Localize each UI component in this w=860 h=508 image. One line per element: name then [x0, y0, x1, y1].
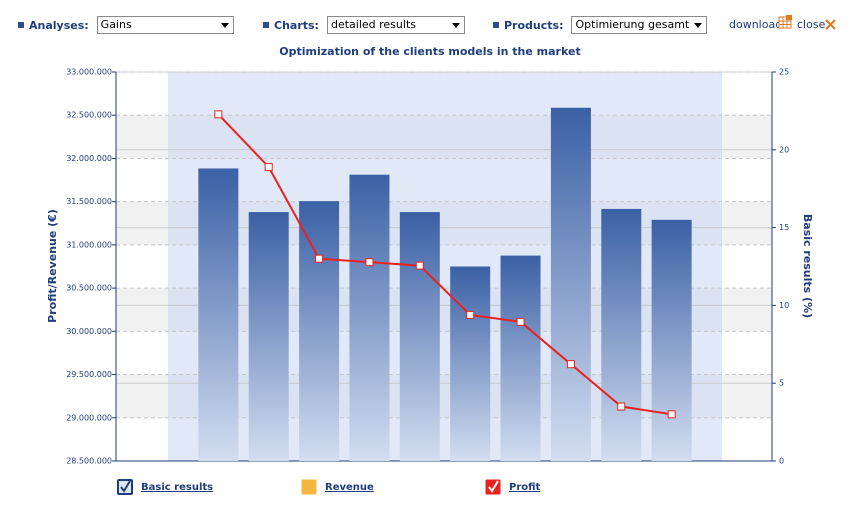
download-link[interactable]: download — [729, 18, 783, 31]
line-marker — [264, 163, 273, 172]
close-icon[interactable] — [825, 19, 836, 30]
filter-bullet — [493, 22, 499, 28]
line-marker — [365, 258, 374, 267]
filter-bullet — [18, 22, 24, 28]
line-marker — [415, 261, 424, 270]
bar — [500, 255, 541, 461]
filter-select[interactable]: Optimierung gesamt — [571, 16, 708, 34]
filter-label: Products: — [504, 18, 564, 32]
bar — [550, 107, 591, 462]
close-link[interactable]: close — [797, 18, 826, 31]
line-marker — [315, 254, 324, 263]
line-marker — [566, 360, 575, 369]
legend-item[interactable]: Basic results — [117, 479, 213, 495]
filter-select[interactable]: Gains — [96, 16, 234, 34]
line-marker — [214, 110, 223, 119]
line-marker — [667, 410, 676, 419]
y-tick-label: 28.500.000 — [66, 457, 112, 466]
line-marker — [617, 402, 626, 411]
y-tick-label: 33.000.000 — [66, 68, 112, 77]
line — [217, 113, 672, 416]
legend-label[interactable]: Revenue — [325, 482, 374, 493]
bar — [601, 208, 642, 461]
y2-axis-title: Basic results (%) — [801, 214, 814, 318]
filter: Charts: detailed results — [263, 16, 465, 34]
filter-select[interactable]: detailed results — [326, 16, 465, 34]
y2-tick-label: 25 — [779, 68, 789, 77]
chart-title: Optimization of the clients models in th… — [279, 45, 580, 58]
y2-tick-label: 10 — [779, 301, 789, 310]
y-tick-label: 29.500.000 — [66, 370, 112, 379]
filter: Products: Optimierung gesamt — [493, 16, 708, 34]
dropdown-arrow — [694, 23, 703, 28]
download-icon[interactable] — [778, 15, 793, 29]
filter-label: Charts: — [274, 18, 319, 32]
y-axis-title: Profit/Revenue (€) — [46, 209, 59, 323]
y-tick-label: 31.500.000 — [66, 197, 112, 206]
legend-label[interactable]: Basic results — [141, 482, 213, 493]
y2-tick-label: 0 — [779, 457, 784, 466]
bar — [299, 201, 340, 461]
filter: Analyses: Gains — [18, 16, 234, 34]
bar — [198, 168, 239, 462]
y2-tick-label: 5 — [779, 379, 784, 388]
y-tick-label: 31.000.000 — [66, 240, 112, 249]
legend-item[interactable]: Profit — [485, 479, 541, 495]
legend-label[interactable]: Profit — [509, 482, 541, 493]
bar — [651, 219, 692, 461]
y2-tick-label: 20 — [779, 145, 789, 154]
bar — [450, 266, 491, 461]
y-tick-label: 30.000.000 — [66, 327, 112, 336]
legend-checkbox[interactable] — [301, 479, 317, 495]
line-marker — [516, 317, 525, 326]
filter-bullet — [263, 22, 269, 28]
y2-tick-label: 15 — [779, 223, 789, 232]
legend-check — [488, 480, 499, 493]
dropdown-arrow — [220, 23, 229, 28]
legend-check — [120, 480, 131, 493]
bar — [248, 212, 289, 461]
y-tick-label: 29.000.000 — [66, 413, 112, 422]
bar — [399, 212, 440, 461]
line-marker — [466, 310, 475, 319]
filter-label: Analyses: — [29, 18, 89, 32]
y-tick-label: 32.000.000 — [66, 154, 112, 163]
bar — [349, 174, 390, 462]
y-tick-label: 32.500.000 — [66, 111, 112, 120]
legend-item[interactable]: Revenue — [301, 479, 374, 495]
y-tick-label: 30.500.000 — [66, 284, 112, 293]
dropdown-arrow — [451, 23, 460, 28]
